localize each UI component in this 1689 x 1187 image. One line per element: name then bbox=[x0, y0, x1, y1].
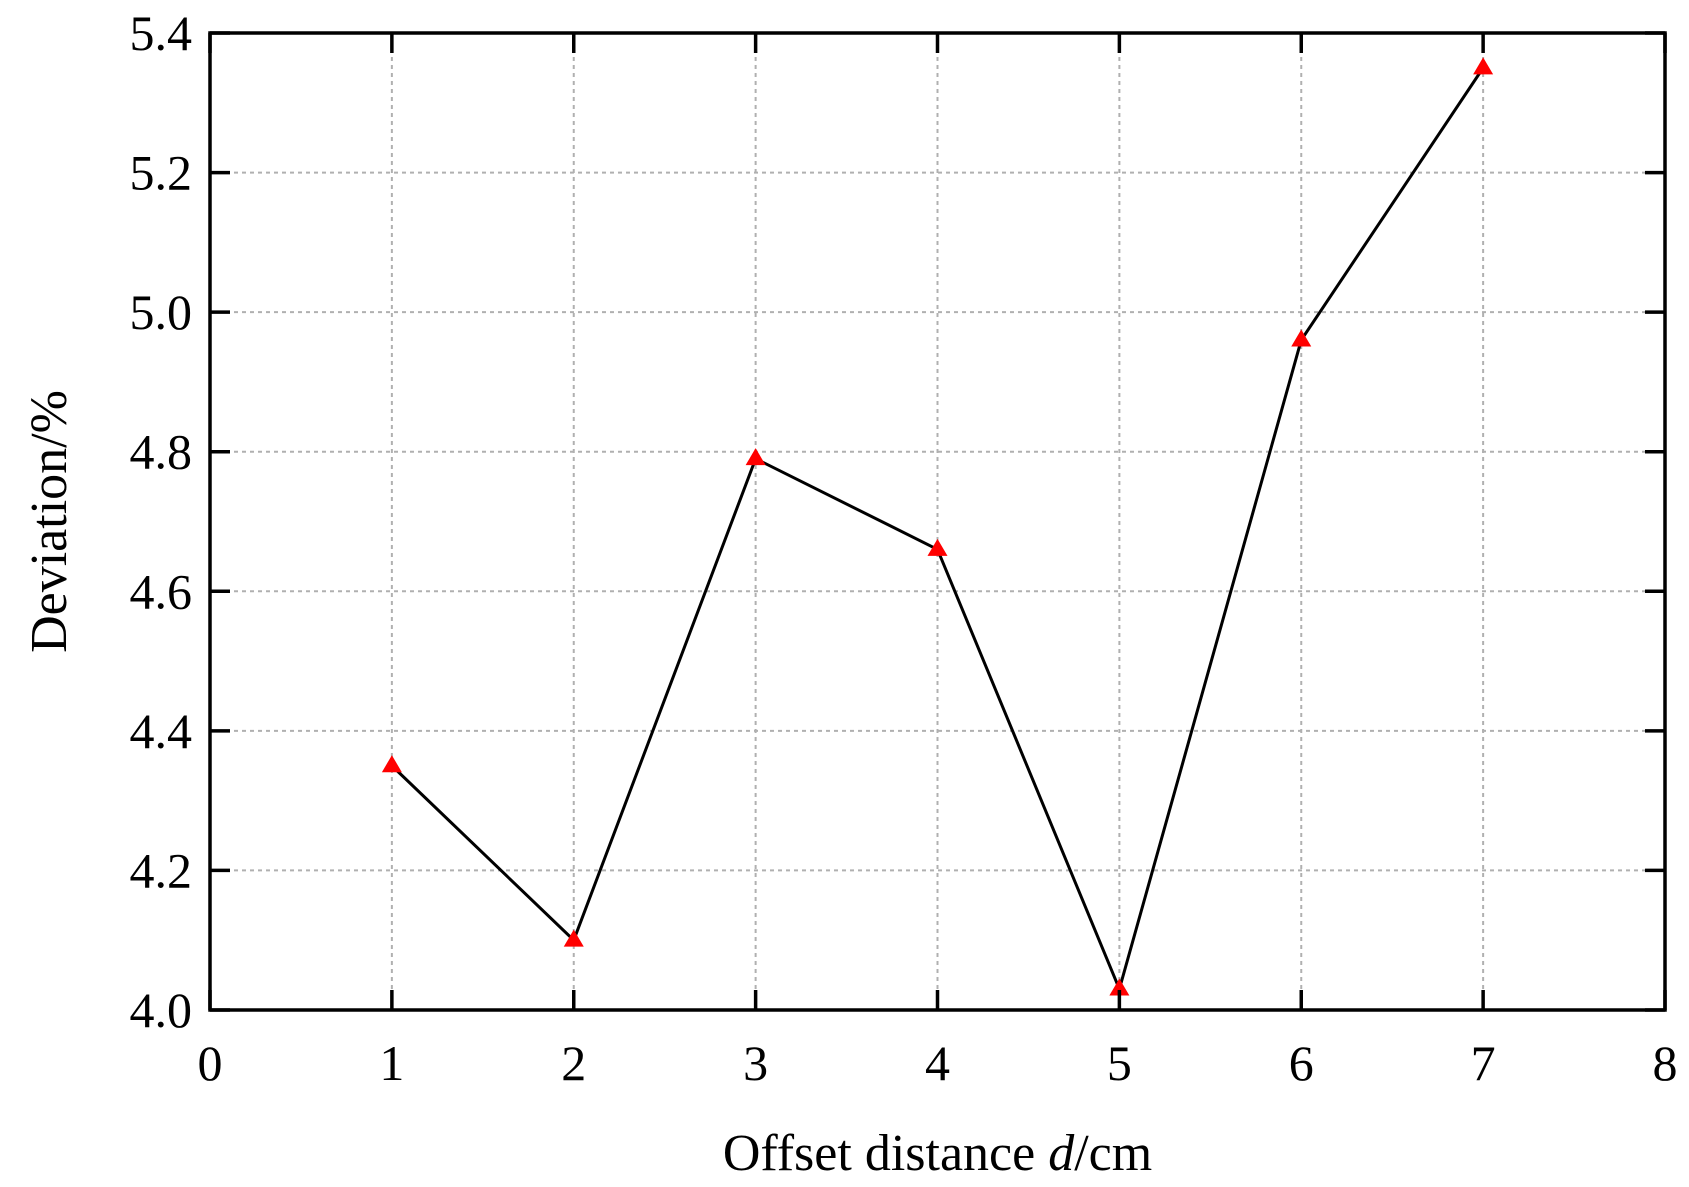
data-point bbox=[1473, 57, 1494, 75]
y-tick-label: 5.4 bbox=[130, 5, 193, 61]
x-tick-label: 8 bbox=[1653, 1035, 1678, 1091]
y-axis-label: Deviation/% bbox=[21, 390, 78, 653]
y-tick-label: 5.2 bbox=[130, 145, 193, 201]
x-axis-label-italic: d bbox=[1048, 1125, 1075, 1182]
y-tick-label: 4.0 bbox=[130, 982, 193, 1038]
data-point bbox=[745, 448, 766, 466]
data-point bbox=[381, 755, 402, 773]
y-tick-labels: 4.0 4.2 4.4 4.6 4.8 5.0 5.2 5.4 bbox=[130, 5, 193, 1038]
y-tick-label: 4.8 bbox=[130, 424, 193, 480]
x-tick-label: 3 bbox=[743, 1035, 768, 1091]
data-point bbox=[927, 538, 948, 556]
x-tick-label: 5 bbox=[1107, 1035, 1132, 1091]
x-axis-label-main: Offset distance bbox=[723, 1125, 1048, 1182]
x-tick-label: 1 bbox=[379, 1035, 404, 1091]
x-tick-label: 2 bbox=[561, 1035, 586, 1091]
x-tick-label: 7 bbox=[1471, 1035, 1496, 1091]
y-tick-label: 5.0 bbox=[130, 284, 193, 340]
y-tick-label: 4.2 bbox=[130, 842, 193, 898]
x-tick-label: 6 bbox=[1289, 1035, 1314, 1091]
data-series bbox=[381, 57, 1494, 996]
grid-lines bbox=[210, 33, 1665, 1010]
data-point bbox=[1291, 329, 1312, 347]
x-axis-label: Offset distance d/cm bbox=[723, 1125, 1152, 1182]
y-tick-label: 4.4 bbox=[130, 703, 193, 759]
data-point bbox=[563, 929, 584, 947]
x-tick-labels: 0 1 2 3 4 5 6 7 8 bbox=[198, 1035, 1678, 1091]
data-point bbox=[1109, 978, 1130, 996]
plot-frame bbox=[208, 31, 1667, 1012]
x-axis-label-unit: /cm bbox=[1074, 1125, 1152, 1182]
y-tick-label: 4.6 bbox=[130, 563, 193, 619]
x-tick-label: 0 bbox=[198, 1035, 223, 1091]
x-tick-label: 4 bbox=[925, 1035, 950, 1091]
